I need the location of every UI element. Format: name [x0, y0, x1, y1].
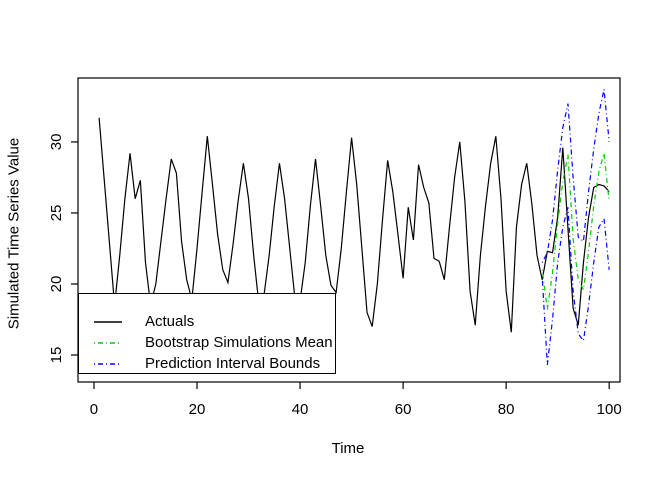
- legend-label: Actuals: [145, 313, 195, 330]
- dotdash-line-icon: [94, 362, 122, 365]
- y-tick-label: 30: [48, 134, 65, 151]
- dotdash-line-icon: [94, 341, 122, 344]
- x-tick-label: 60: [395, 401, 412, 418]
- x-tick-label: 40: [292, 401, 309, 418]
- y-tick-label: 25: [48, 205, 65, 222]
- legend-item-bootstrap-mean: Bootstrap Simulations Mean: [79, 332, 335, 353]
- x-tick-label: 20: [189, 401, 206, 418]
- solid-line-icon: [94, 320, 122, 323]
- legend-label: Bootstrap Simulations Mean: [145, 334, 333, 351]
- series-prediction-interval-upper-bound: [541, 89, 610, 263]
- legend: Actuals Bootstrap Simulations Mean Predi…: [78, 293, 336, 374]
- series-bootstrap-simulations-mean: [541, 153, 610, 310]
- series-actuals: [98, 117, 610, 333]
- x-axis-title: Time: [331, 440, 365, 457]
- legend-item-prediction-bounds: Prediction Interval Bounds: [79, 353, 335, 374]
- x-tick-label: 100: [597, 401, 622, 418]
- y-tick-label: 20: [48, 276, 65, 293]
- x-tick-label: 0: [90, 401, 98, 418]
- y-tick-label: 15: [48, 347, 65, 364]
- y-axis-title: Simulated Time Series Value: [5, 137, 23, 330]
- legend-item-actuals: Actuals: [79, 311, 335, 332]
- plot-border: [77, 77, 621, 383]
- legend-label: Prediction Interval Bounds: [145, 355, 321, 372]
- series-prediction-interval-lower-bound: [541, 207, 610, 366]
- x-tick-label: 80: [498, 401, 515, 418]
